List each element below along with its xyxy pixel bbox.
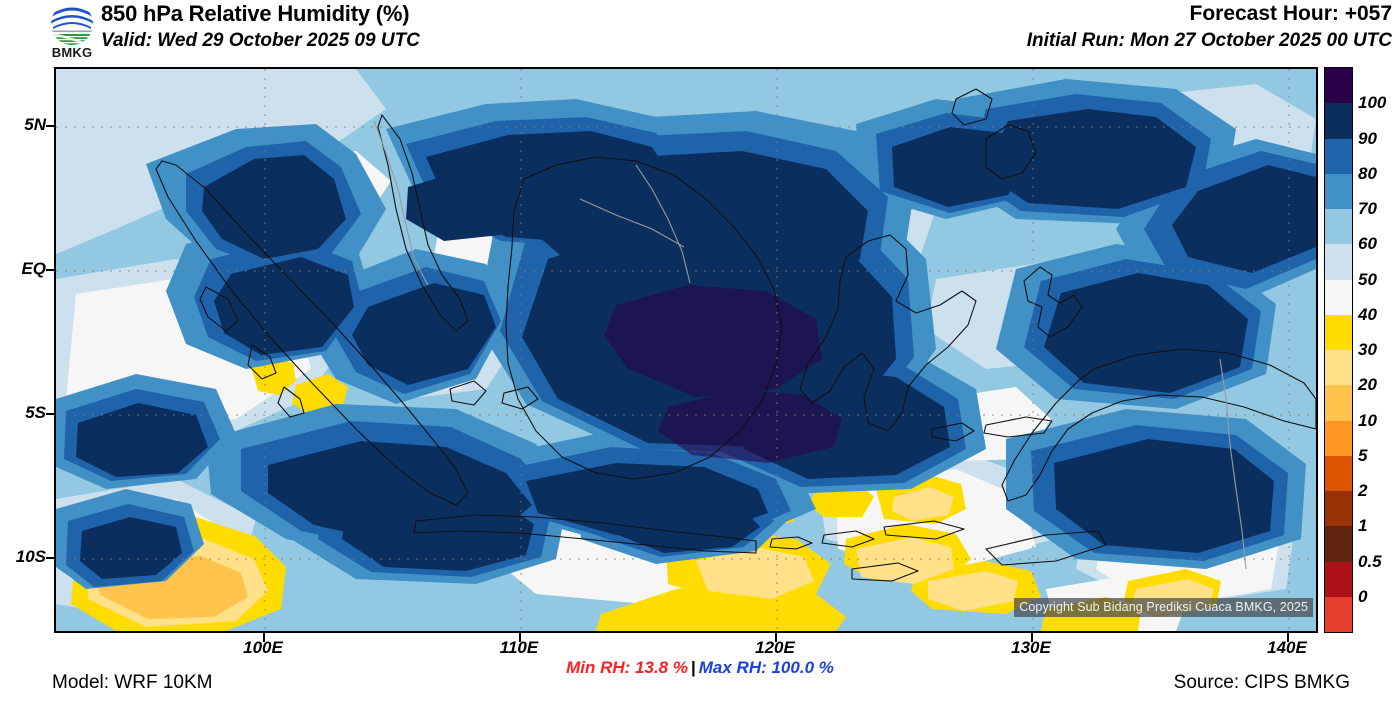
lat-label-10s: 10S [15, 547, 46, 566]
colorbar-band-8 [1325, 350, 1352, 386]
colorbar-tick-labels: 100 90 80 70 60 50 40 30 20 10 5 2 1 0.5 0 [1358, 67, 1400, 633]
colorbar-tick-70: 70 [1358, 199, 1377, 218]
model-label: Model: WRF 10KM [52, 672, 213, 693]
lat-label-5n: 5N [24, 115, 46, 134]
colorbar-tick-90: 90 [1358, 128, 1377, 148]
lon-tick-110e [519, 633, 521, 642]
colorbar-tick-10: 10 [1358, 410, 1377, 430]
lon-tick-100e [263, 633, 265, 642]
min-max-separator: | [690, 658, 696, 677]
colorbar-band-7 [1325, 314, 1352, 350]
min-rh-value: Min RH: 13.8 % [566, 658, 688, 677]
colorbar-tick-1: 1 [1358, 516, 1368, 536]
lon-label-130e: 130E [1011, 638, 1051, 657]
forecast-hour-label: Forecast Hour: +057 [1189, 2, 1393, 25]
colorbar-band-10 [1325, 420, 1352, 456]
lat-tick-5n [46, 125, 55, 127]
relative-humidity-contour-map [56, 69, 1316, 631]
colorbar-band-6 [1325, 279, 1352, 315]
colorbar-tick-2: 2 [1358, 481, 1368, 500]
colorbar-tick-20: 20 [1358, 375, 1377, 395]
lat-tick-eq [46, 269, 55, 271]
page-title: 850 hPa Relative Humidity (%) [101, 1, 410, 26]
colorbar-band-15 [1325, 596, 1352, 632]
colorbar-tick-5: 5 [1358, 445, 1368, 465]
colorbar [1324, 67, 1353, 633]
colorbar-band-3 [1325, 173, 1352, 209]
colorbar-tick-30: 30 [1358, 340, 1377, 359]
source-label: Source: CIPS BMKG [1173, 672, 1350, 693]
colorbar-band-13 [1325, 526, 1352, 562]
rh-band-90-100 [76, 109, 1316, 579]
political-borders [373, 120, 1247, 570]
lon-tick-140e [1287, 633, 1289, 642]
lat-label-eq: EQ [21, 259, 46, 278]
lon-tick-130e [1031, 633, 1033, 642]
colorbar-band-9 [1325, 385, 1352, 421]
map-panel[interactable]: Copyright Sub Bidang Prediksi Cuaca BMKG… [54, 67, 1318, 633]
initial-run-label: Initial Run: Mon 27 October 2025 00 UTC [1026, 30, 1392, 51]
rh-band-100 [604, 285, 842, 463]
map-gridlines [56, 69, 1316, 631]
bmkg-logo-icon [51, 3, 93, 45]
max-rh-value: Max RH: 100.0 % [698, 658, 834, 677]
lat-tick-10s [46, 557, 55, 559]
colorbar-band-1 [1325, 103, 1352, 139]
header: BMKG 850 hPa Relative Humidity (%) Valid… [0, 0, 1400, 62]
lon-label-120e: 120E [755, 638, 795, 657]
colorbar-tick-0: 0 [1358, 586, 1368, 606]
colorbar-band-2 [1325, 138, 1352, 174]
colorbar-band-4 [1325, 209, 1352, 245]
colorbar-tick-80: 80 [1358, 163, 1377, 183]
colorbar-tick-100: 100 [1358, 93, 1387, 113]
colorbar-band-11 [1325, 455, 1352, 491]
colorbar-tick-40: 40 [1358, 304, 1377, 324]
coastlines [155, 88, 1316, 582]
copyright-watermark: Copyright Sub Bidang Prediksi Cuaca BMKG… [1014, 598, 1313, 617]
lon-label-110e: 110E [499, 638, 539, 657]
lat-tick-5s [46, 413, 55, 415]
bmkg-logo-label: BMKG [51, 45, 93, 60]
valid-time-label: Valid: Wed 29 October 2025 09 UTC [101, 30, 420, 51]
lon-tick-120e [775, 633, 777, 642]
colorbar-band-5 [1325, 244, 1352, 280]
lon-label-140e: 140E [1267, 638, 1307, 657]
colorbar-tick-50: 50 [1358, 269, 1377, 289]
colorbar-tick-0-5: 0.5 [1358, 551, 1382, 571]
colorbar-tick-60: 60 [1358, 234, 1377, 254]
colorbar-band-0 [1325, 68, 1352, 104]
lat-label-5s: 5S [25, 403, 46, 422]
lon-label-100e: 100E [243, 638, 283, 657]
colorbar-band-12 [1325, 491, 1352, 527]
min-max-rh-label: Min RH: 13.8 % | Max RH: 100.0 % [0, 658, 1400, 678]
colorbar-band-14 [1325, 561, 1352, 597]
bmkg-logo: BMKG [44, 2, 100, 60]
